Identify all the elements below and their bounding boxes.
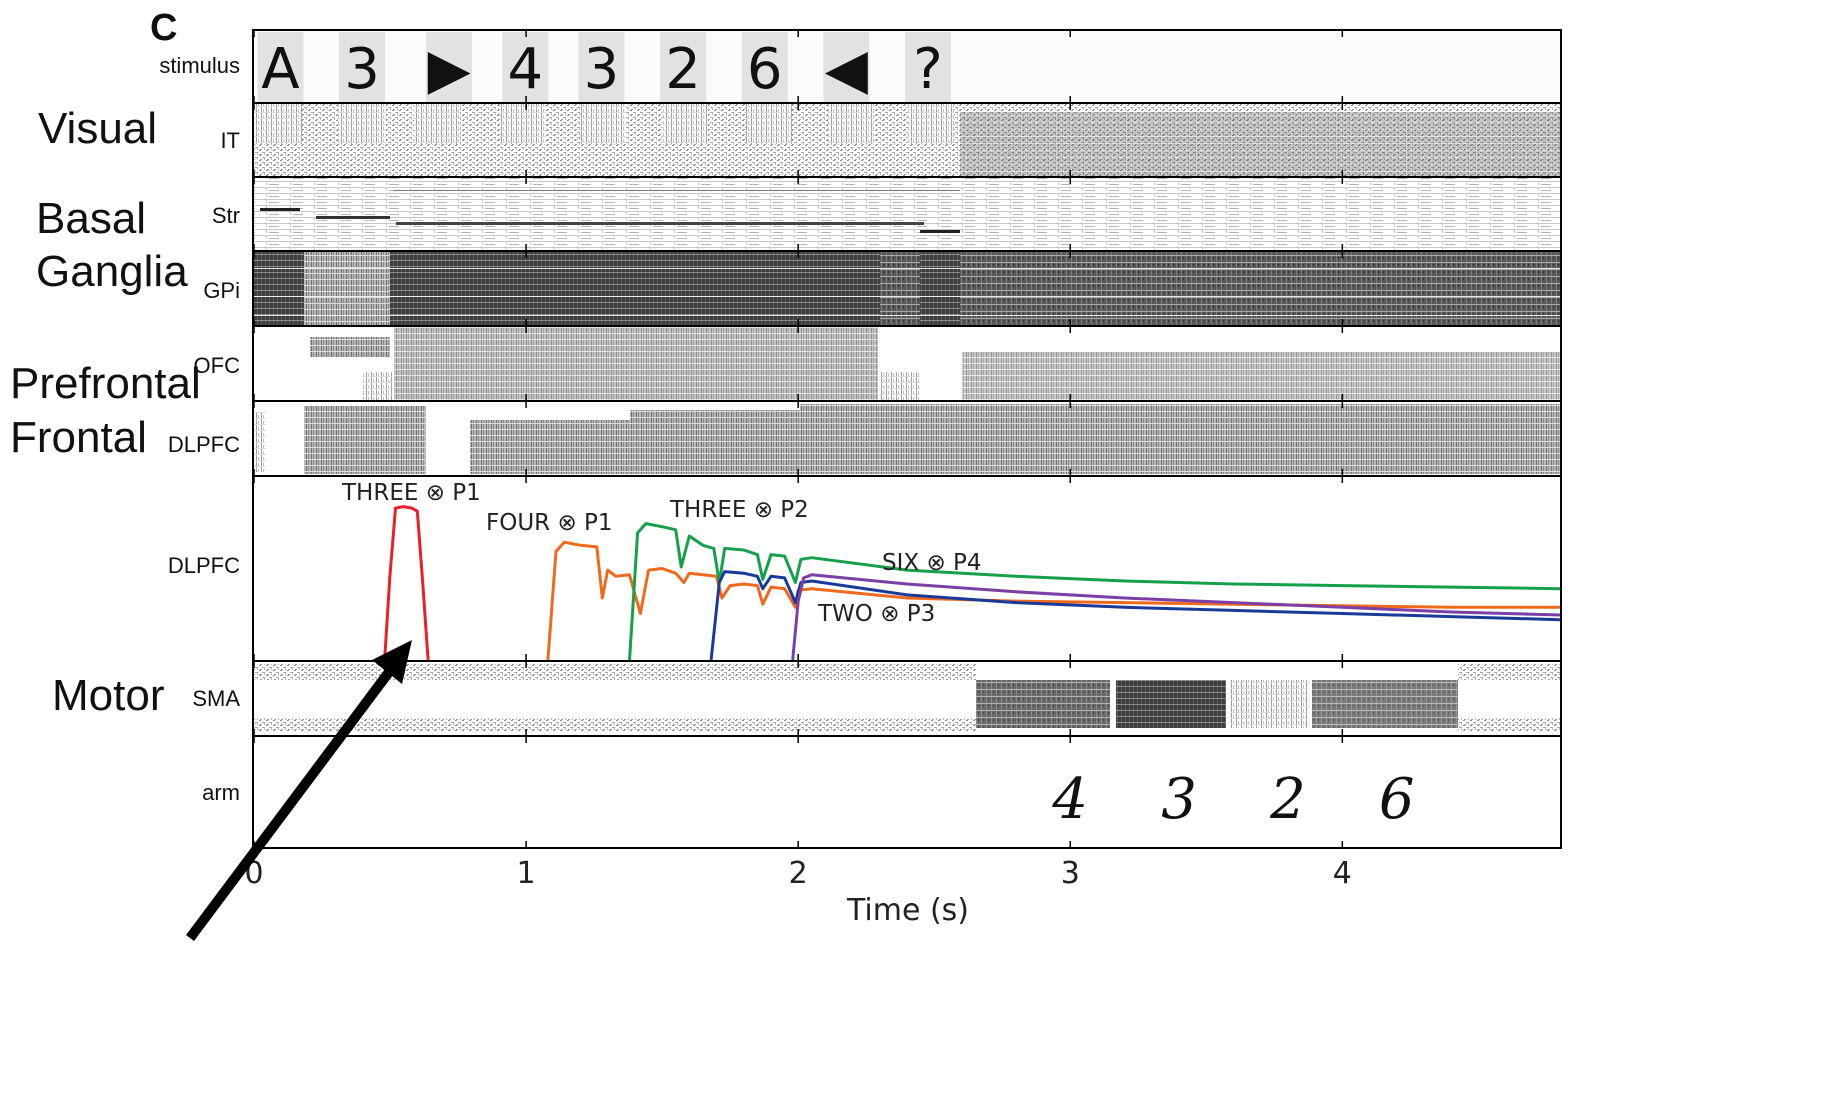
- row-label-sma: SMA: [192, 686, 240, 711]
- x-axis-ticks: [253, 30, 1344, 848]
- series-label-three-p1: THREE ⊗ P1: [341, 480, 481, 506]
- row-label-stimulus: stimulus: [159, 53, 240, 78]
- x-axis-label: Time (s): [846, 893, 969, 928]
- stimulus-cell: [823, 32, 870, 102]
- stimulus-row: A 3 ▶ 4 3 2 6 ◀?: [254, 32, 1560, 102]
- stimulus-cell: [257, 32, 304, 102]
- group-label-frontal: Frontal: [10, 413, 147, 462]
- dlpfc-raster: [254, 402, 1560, 475]
- x-tick-label: 1: [517, 856, 536, 891]
- gpi-raster: [254, 252, 1560, 325]
- stimulus-cell: [905, 32, 951, 102]
- stimulus-symbol: 2: [665, 37, 701, 102]
- stimulus-cell: [502, 32, 549, 102]
- stimulus-symbol: 3: [584, 37, 620, 102]
- row-label-arm: arm: [202, 780, 240, 805]
- stimulus-symbol: A: [261, 37, 299, 102]
- series-line-three-p2: [628, 522, 1561, 661]
- ofc-raster: [254, 327, 1560, 400]
- row-label-gpi: GPi: [203, 278, 240, 303]
- x-tick-label: 4: [1333, 856, 1352, 891]
- arm-written-digit: 2: [1269, 767, 1306, 832]
- stimulus-symbol: 4: [507, 37, 543, 102]
- annotation-arrow: [185, 640, 412, 941]
- group-label-visual: Visual: [38, 104, 157, 153]
- series-label-four-p1: FOUR ⊗ P1: [486, 510, 613, 536]
- series-line-six-p4: [791, 573, 1561, 661]
- stimulus-cell: [660, 32, 707, 102]
- x-tick-label: 3: [1061, 856, 1080, 891]
- series-label-three-p2: THREE ⊗ P2: [669, 497, 809, 523]
- dlpfc-similarity-plot: THREE ⊗ P1 FOUR ⊗ P1 THREE ⊗ P2 SIX ⊗ P4…: [254, 477, 1561, 661]
- series-label-two-p3: TWO ⊗ P3: [817, 601, 935, 627]
- sma-raster: [254, 662, 1560, 735]
- stimulus-cell: [426, 32, 473, 102]
- arm-row: 4 3 2 6: [254, 737, 1560, 847]
- row-label-ofc: OFC: [194, 353, 241, 378]
- panel-letter: C: [150, 7, 177, 49]
- str-raster: [254, 178, 1560, 250]
- stimulus-cell: [741, 32, 788, 102]
- stimulus-symbol: ▶: [428, 37, 471, 102]
- row-label-dlpfc-raster: DLPFC: [168, 432, 240, 457]
- row-label-it: IT: [220, 128, 240, 153]
- series-label-six-p4: SIX ⊗ P4: [882, 550, 982, 576]
- group-label-motor: Motor: [52, 671, 164, 720]
- group-label-ganglia: Ganglia: [36, 247, 188, 296]
- series-line-two-p3: [709, 570, 1561, 661]
- arm-written-digit: 6: [1379, 767, 1415, 832]
- stimulus-symbol: ◀: [825, 37, 868, 102]
- stimulus-symbol: 3: [344, 37, 380, 102]
- row-label-dlpfc-plot: DLPFC: [168, 553, 240, 578]
- stimulus-symbol: ?: [913, 37, 943, 102]
- it-raster: [254, 104, 1560, 176]
- stimulus-cell: [339, 32, 386, 102]
- arm-written-digit: 4: [1051, 767, 1088, 832]
- row-label-str: Str: [212, 203, 240, 228]
- group-label-prefrontal: Prefrontal: [10, 359, 201, 408]
- arm-written-digit: 3: [1161, 767, 1197, 832]
- group-label-basal: Basal: [36, 194, 146, 243]
- x-tick-label: 2: [789, 856, 808, 891]
- series-line-three-p1: [383, 505, 430, 661]
- stimulus-symbol: 6: [747, 37, 783, 102]
- stimulus-cell: [578, 32, 625, 102]
